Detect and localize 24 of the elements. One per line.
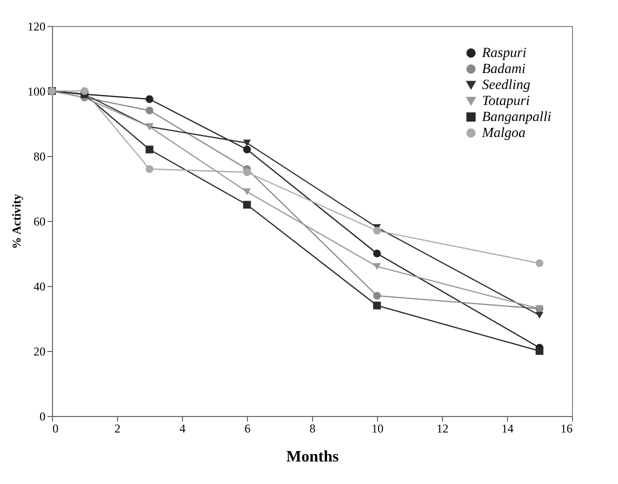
legend-label: Totapuri — [482, 94, 530, 109]
x-tick-label: 10 — [372, 422, 384, 436]
x-tick-label: 6 — [244, 422, 250, 436]
y-tick-label: 60 — [34, 214, 46, 228]
legend-label: Seedling — [482, 78, 530, 93]
y-tick-label: 0 — [40, 410, 46, 424]
legend-label: Raspuri — [481, 46, 526, 61]
legend-label: Badami — [482, 62, 526, 77]
x-tick-label: 8 — [310, 422, 316, 436]
x-tick-label: 14 — [502, 422, 514, 436]
x-tick-label: 0 — [52, 422, 58, 436]
x-tick-label: 2 — [114, 422, 120, 436]
legend-label: Banganpalli — [482, 110, 552, 125]
y-tick-label: 100 — [28, 84, 46, 98]
x-tick-label: 12 — [436, 422, 448, 436]
x-axis-title: Months — [286, 448, 339, 466]
y-axis-title: % Activity — [10, 194, 24, 249]
y-tick-label: 80 — [34, 150, 46, 164]
y-tick-label: 120 — [28, 20, 46, 34]
y-tick-label: 40 — [34, 280, 46, 294]
legend-label: Malgoa — [481, 126, 526, 141]
x-tick-label: 4 — [180, 422, 186, 436]
y-tick-label: 20 — [34, 344, 46, 358]
x-tick-label: 16 — [560, 422, 572, 436]
